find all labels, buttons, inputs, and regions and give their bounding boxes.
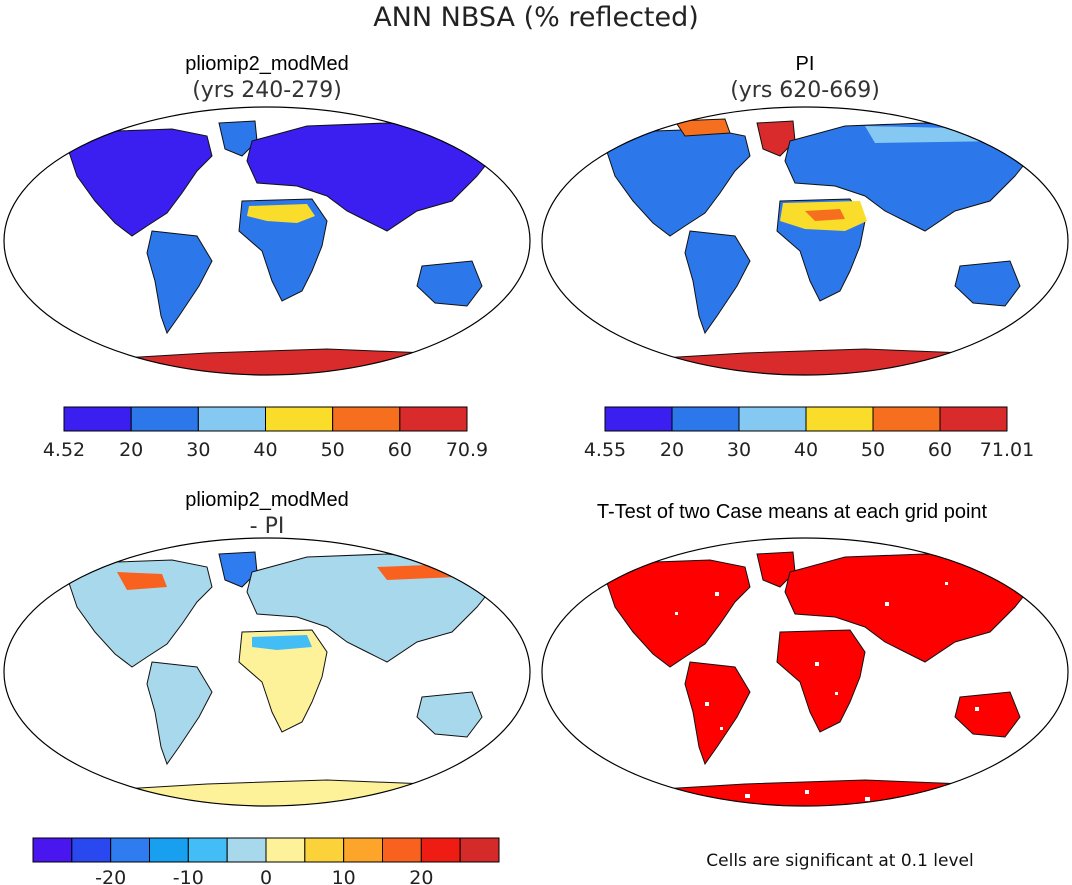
colorbar-diff-swatch: [343, 837, 383, 863]
land-south-america: [684, 230, 751, 335]
land-south-america: [146, 230, 213, 335]
land-north-america: [604, 128, 751, 237]
panel-diff-subtitle: - PI: [250, 514, 285, 539]
colorbar-diff-swatch: [382, 837, 422, 863]
map-case-border: [3, 106, 531, 376]
colorbar-pi-label: 60: [928, 439, 952, 461]
colorbar-diff-swatch: [32, 837, 73, 863]
colorbar-diff-label: -10: [173, 867, 204, 885]
colorbar-case-label: 4.52: [43, 439, 85, 461]
colorbar-case-label: 20: [119, 439, 143, 461]
panel-pi-subtitle: (yrs 620-669): [730, 78, 880, 103]
colorbar-diff-swatch: [265, 837, 306, 863]
panel-pi: PI (yrs 620-669): [541, 53, 1069, 376]
colorbar-case-label: 30: [186, 439, 210, 461]
colorbar-pi-swatch: [872, 406, 941, 432]
map-pi: [604, 118, 1036, 375]
land-australia: [954, 691, 1021, 738]
land-siberia: [865, 126, 1005, 143]
colorbar-diff-label: 10: [332, 867, 356, 885]
colorbar-pi-label: 20: [660, 439, 684, 461]
colorbar-pi-label: 4.55: [584, 439, 626, 461]
land-sahara-core: [805, 209, 845, 221]
land-sahara: [252, 635, 312, 650]
land-antarctica: [604, 348, 1007, 375]
land-australia: [954, 260, 1021, 307]
land-canada-hotspot: [117, 572, 167, 590]
map-case: [66, 120, 498, 375]
colorbar-pi-swatch: [939, 406, 1008, 432]
colorbar-diff-label: 20: [409, 867, 433, 885]
colorbar-case-label: 50: [321, 439, 345, 461]
land-greenland: [218, 120, 258, 157]
colorbar-case-label: 60: [388, 439, 412, 461]
figure-title: ANN NBSA (% reflected): [373, 2, 699, 33]
colorbar-case: 4.52 20 30 40 50 60 70.9: [43, 406, 488, 461]
colorbar-diff-swatch: [459, 837, 500, 863]
colorbar-diff-swatch: [71, 837, 112, 863]
map-ttest: [604, 551, 1036, 806]
colorbar-diff-swatch: [187, 837, 228, 863]
colorbar-pi-swatch: [738, 406, 807, 432]
land-arctic-islands: [674, 118, 731, 137]
land-africa: [238, 198, 328, 302]
colorbar-diff-label: 0: [260, 867, 272, 885]
land-antarctica: [66, 348, 469, 375]
colorbar-case-swatch: [63, 406, 132, 432]
land-antarctica: [66, 779, 469, 806]
colorbar-diff-swatch: [226, 837, 267, 863]
land-africa: [238, 629, 328, 733]
colorbar-diff-swatch: [149, 837, 189, 863]
colorbar-diff-swatch: [110, 837, 150, 863]
colorbar-case-swatch: [197, 406, 266, 432]
colorbar-pi-label: 71.01: [980, 439, 1034, 461]
colorbar-pi-swatch: [604, 406, 673, 432]
colorbar-case-swatch: [130, 406, 199, 432]
panel-case-subtitle: (yrs 240-279): [192, 78, 342, 103]
colorbar-case-swatch: [265, 406, 334, 432]
map-ttest-border: [541, 537, 1069, 807]
land-north-america: [66, 128, 213, 237]
colorbar-case-swatch: [332, 406, 401, 432]
land-greenland: [756, 120, 796, 157]
land-greenland: [756, 551, 796, 588]
land-australia: [416, 260, 483, 307]
colorbar-diff: -20 -10 0 10 20: [32, 837, 500, 885]
land-south-america: [684, 661, 751, 766]
panel-diff: pliomip2_modMed - PI: [3, 489, 531, 807]
panel-pi-title: PI: [796, 53, 815, 75]
land-greenland: [218, 551, 258, 588]
colorbar-diff-swatch: [420, 837, 461, 863]
panel-ttest: T-Test of two Case means at each grid po…: [541, 501, 1069, 807]
panel-case: pliomip2_modMed (yrs 240-279): [3, 53, 531, 376]
map-diff: [66, 551, 498, 806]
colorbar-pi-swatch: [671, 406, 740, 432]
panel-case-title: pliomip2_modMed: [185, 53, 348, 75]
land-africa: [776, 629, 866, 733]
significance-note: Cells are significant at 0.1 level: [706, 851, 973, 871]
panel-ttest-title: T-Test of two Case means at each grid po…: [597, 501, 988, 523]
land-antarctica: [604, 779, 1007, 806]
colorbar-pi-label: 40: [794, 439, 818, 461]
colorbar-case-label: 40: [253, 439, 277, 461]
colorbar-diff-label: -20: [95, 867, 126, 885]
map-pi-border: [541, 106, 1069, 376]
colorbar-pi-swatch: [805, 406, 874, 432]
colorbar-case-label: 70.9: [446, 439, 488, 461]
colorbar-diff-swatch: [304, 837, 345, 863]
colorbar-pi-label: 50: [861, 439, 885, 461]
colorbar-pi: 4.55 20 30 40 50 60 71.01: [584, 406, 1034, 461]
map-diff-border: [3, 537, 531, 807]
colorbar-case-swatch: [399, 406, 468, 432]
land-sahara: [247, 204, 315, 223]
land-australia: [416, 691, 483, 738]
land-south-america: [146, 661, 213, 766]
land-north-america: [66, 559, 213, 668]
colorbar-pi-label: 30: [727, 439, 751, 461]
panel-diff-title: pliomip2_modMed: [185, 489, 348, 511]
